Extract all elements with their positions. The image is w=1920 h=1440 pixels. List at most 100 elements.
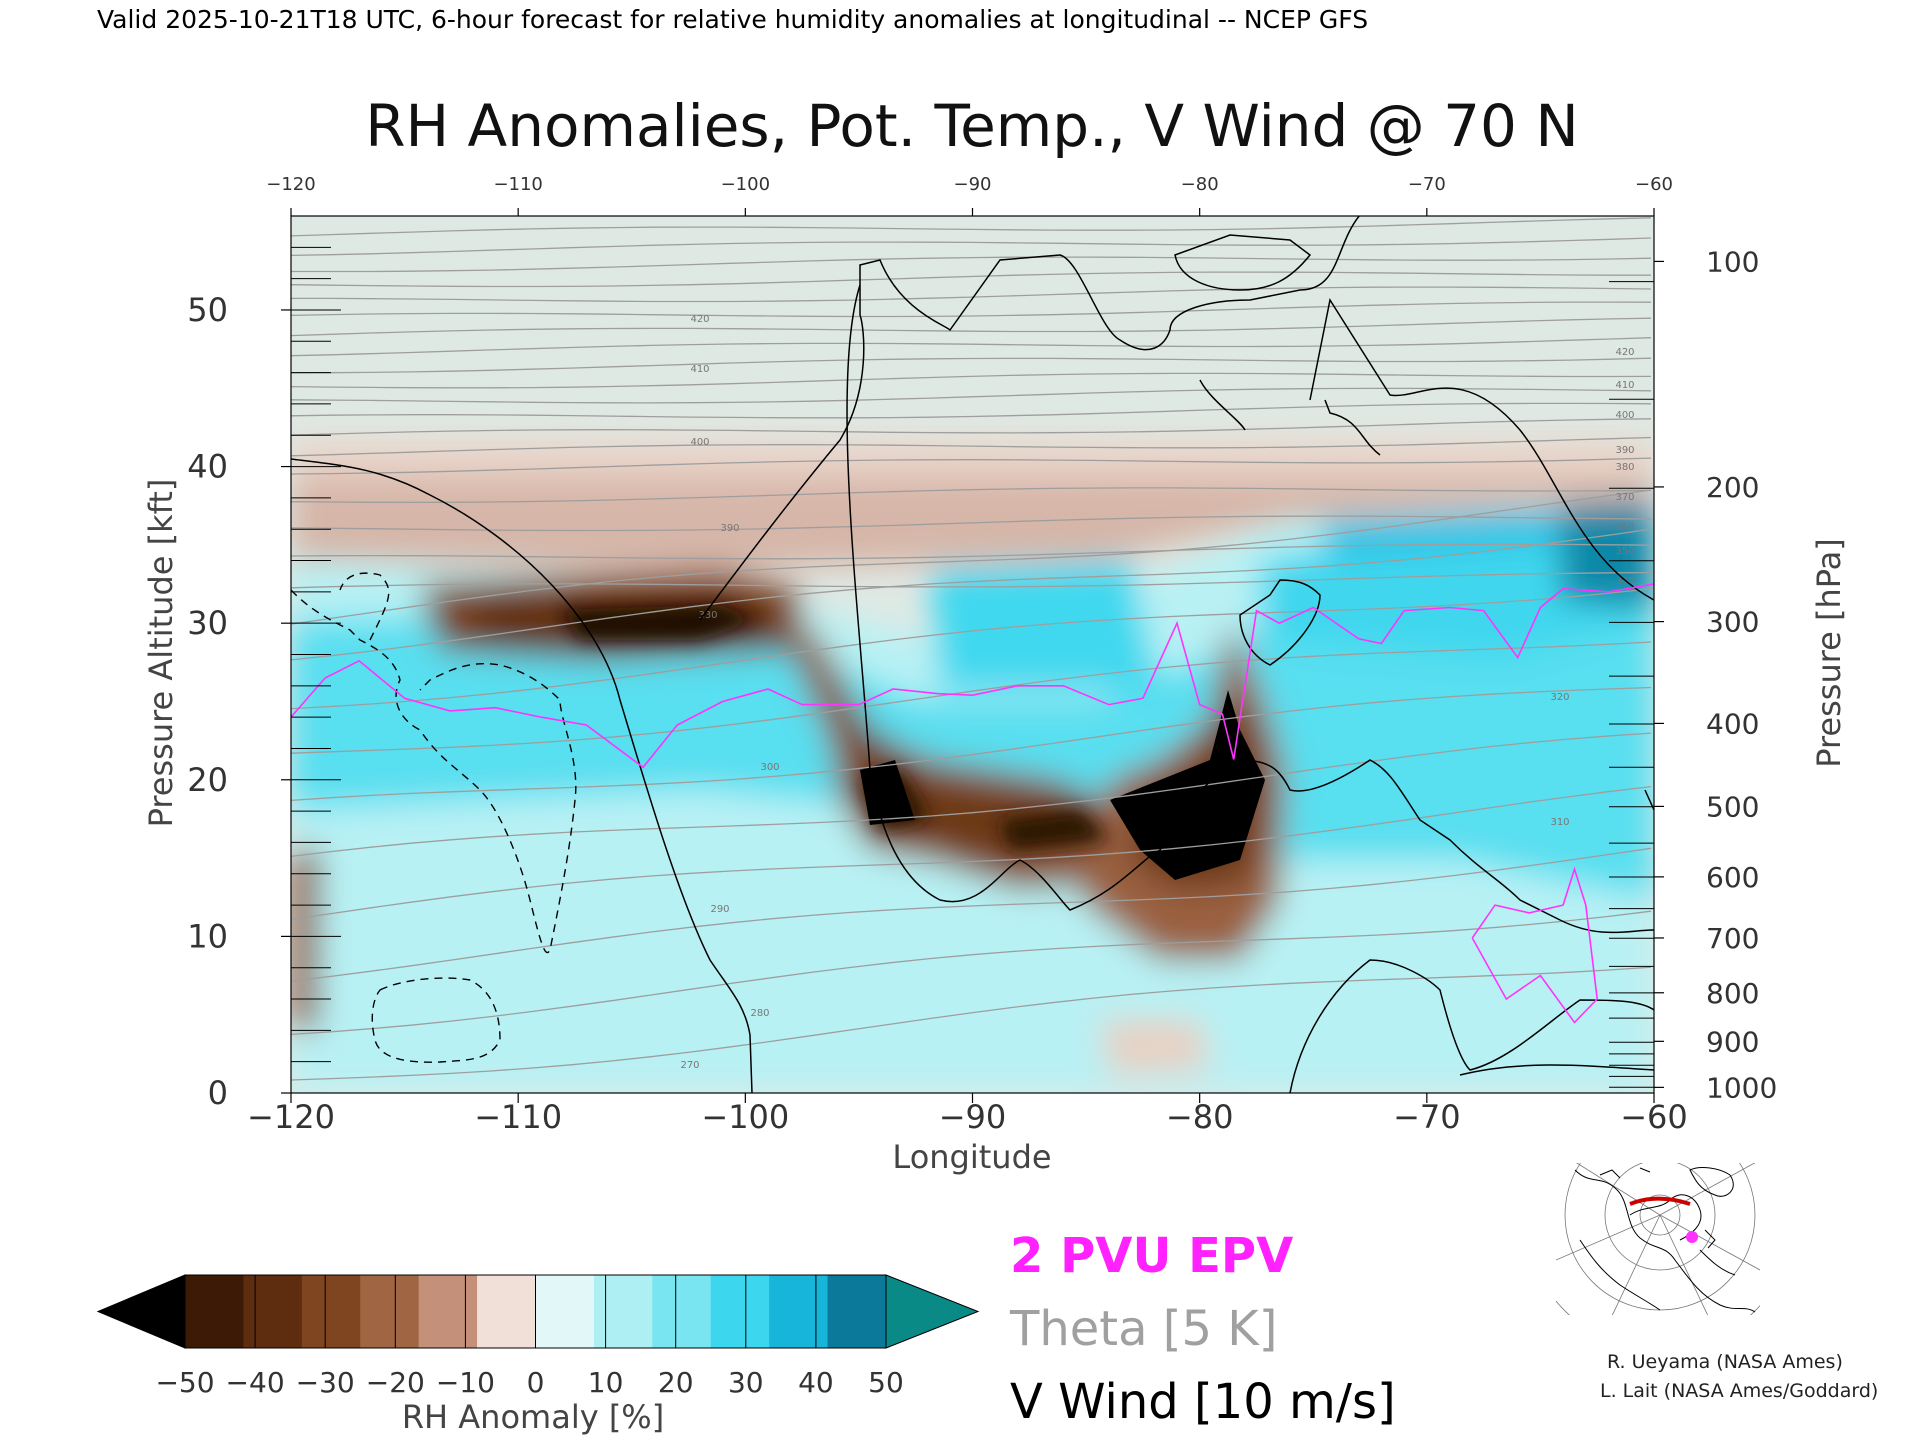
theta-contour: [291, 372, 1652, 389]
y-tick-label: 10: [187, 917, 228, 955]
colorbar-bin: [360, 1275, 420, 1348]
theta-contour-label: 420: [690, 314, 709, 325]
theta-contour-label: 410: [690, 364, 709, 375]
theta-contour: [291, 256, 1652, 273]
theta-contour-label: 420: [1615, 347, 1634, 358]
y-tick-label: 30: [187, 604, 228, 642]
colorbar-tick-label: −30: [296, 1366, 355, 1399]
legend-vwind: V Wind [10 m/s]: [1010, 1374, 1396, 1430]
epv-contours: [291, 583, 1654, 1024]
theta-contour: [291, 910, 1652, 1036]
inset-map: [1556, 1163, 1760, 1315]
y-tick-label: 50: [187, 291, 228, 329]
x-top-tick-label: −70: [1408, 174, 1446, 195]
theta-contour-label: 340: [1615, 576, 1634, 587]
colorbar-tick-label: 40: [798, 1366, 834, 1399]
epv-series-line: [291, 583, 1654, 769]
anomaly-black: [860, 690, 1265, 880]
x-tick-label: −90: [939, 1098, 1007, 1136]
theta-contour: [291, 457, 1652, 475]
theta-contour-labels: 270 280 290 300 310 320 330 340 350 360 370 380 390 4…: [680, 314, 1634, 1071]
y-tick-label: 0: [208, 1074, 228, 1112]
x-top-tick-label: −110: [493, 174, 542, 195]
pressure-tick-label: 100: [1706, 245, 1759, 278]
inset-track: [1629, 1196, 1691, 1206]
theta-contour: [291, 286, 1652, 303]
theta-contour: [291, 271, 1651, 288]
theta-contour-label: 330: [698, 610, 717, 621]
theta-contours: [291, 201, 1652, 1081]
credit-ueyama: R. Ueyama (NASA Ames): [1607, 1351, 1843, 1373]
colorbar-bin: [593, 1275, 653, 1348]
pressure-tick-label: 1000: [1706, 1071, 1777, 1104]
pressure-tick-label: 800: [1706, 977, 1759, 1010]
colorbar-tick-label: −20: [366, 1366, 425, 1399]
theta-contour: [291, 785, 1652, 921]
theta-contour-label: 400: [1615, 410, 1634, 421]
y-axis-label: Pressure Altitude [kft]: [142, 479, 180, 828]
theta-contour-label: 400: [690, 437, 709, 448]
theta-contour: [291, 528, 1652, 661]
pressure-tick-label: 700: [1706, 922, 1759, 955]
theta-contour-label: 300: [760, 762, 779, 773]
theta-contour-label: 290: [710, 904, 729, 915]
theta-contour: [291, 847, 1652, 982]
x-axis-label: Longitude: [892, 1138, 1051, 1176]
pressure-tick-label: 600: [1706, 861, 1759, 894]
x-tick-label: −70: [1393, 1098, 1461, 1136]
colorbar: [96, 1274, 980, 1349]
theta-contour-label: 390: [720, 523, 739, 534]
pressure-tick-labels: 1000 900 800 700 600 500 400 300 200 100: [1706, 245, 1777, 1104]
colorbar-high-arrow: [885, 1274, 980, 1349]
pressure-tick-label: 500: [1706, 790, 1759, 823]
axis-ticks: [281, 208, 1664, 1103]
colorbar-label: RH Anomaly [%]: [402, 1398, 664, 1436]
theta-contour: [291, 237, 1652, 257]
theta-contour: [291, 402, 1652, 419]
colorbar-tick-label: 0: [527, 1366, 545, 1399]
colorbar-bin: [243, 1275, 303, 1348]
chart-title: RH Anomalies, Pot. Temp., V Wind @ 70 N: [365, 92, 1579, 160]
theta-contour: [291, 732, 1652, 858]
colorbar-bin: [477, 1275, 536, 1348]
colorbar-tick-label: −50: [155, 1366, 214, 1399]
colorbar-bin: [769, 1275, 829, 1348]
theta-contour: [291, 641, 1652, 754]
theta-contour: [291, 436, 1652, 457]
pressure-tick-label: 300: [1706, 606, 1759, 639]
x-top-tick-label: −80: [1181, 174, 1219, 195]
pressure-tick-label: 900: [1706, 1025, 1759, 1058]
theta-contour-label: 380: [1615, 462, 1634, 473]
legend-theta: Theta [5 K]: [1009, 1301, 1278, 1357]
pressure-tick-label: 400: [1706, 707, 1759, 740]
header-text: Valid 2025-10-21T18 UTC, 6-hour forecast…: [97, 5, 1368, 34]
credit-lait: L. Lait (NASA Ames/Goddard): [1600, 1380, 1878, 1402]
colorbar-low-arrow: [96, 1274, 186, 1349]
v-wind-contours: [291, 216, 1654, 1093]
colorbar-tick-label: −10: [436, 1366, 495, 1399]
colorbar-tick-label: 30: [728, 1366, 764, 1399]
theta-contour: [291, 201, 1651, 216]
plot-area: 270 280 290 300 310 320 330 340 350 360 370 380 390 4…: [290, 201, 1655, 1094]
theta-contour: [291, 337, 1652, 357]
y-tick-label: 20: [187, 761, 228, 799]
colorbar-tick-label: 20: [658, 1366, 694, 1399]
theta-contour-label: 320: [1550, 692, 1569, 703]
colorbar-tick-label: −40: [226, 1366, 285, 1399]
x-tick-label: −110: [474, 1098, 562, 1136]
colorbar-bin: [418, 1275, 478, 1348]
x-top-tick-labels: −120 −110 −100 −90 −80 −70 −60: [266, 174, 1673, 195]
colorbar-bin: [827, 1275, 887, 1348]
theta-contour: [291, 487, 1652, 504]
colorbar-bin: [710, 1275, 770, 1348]
x-tick-label: −60: [1620, 1098, 1688, 1136]
theta-contour-label: 390: [1615, 445, 1634, 456]
theta-contour: [291, 301, 1652, 318]
theta-contour-label: 270: [680, 1060, 699, 1071]
theta-contour: [291, 515, 1652, 532]
inset-marker: [1686, 1231, 1698, 1243]
theta-contour-label: 410: [1615, 380, 1634, 391]
colorbar-bin: [301, 1275, 361, 1348]
colorbar-tick-label: 10: [588, 1366, 624, 1399]
